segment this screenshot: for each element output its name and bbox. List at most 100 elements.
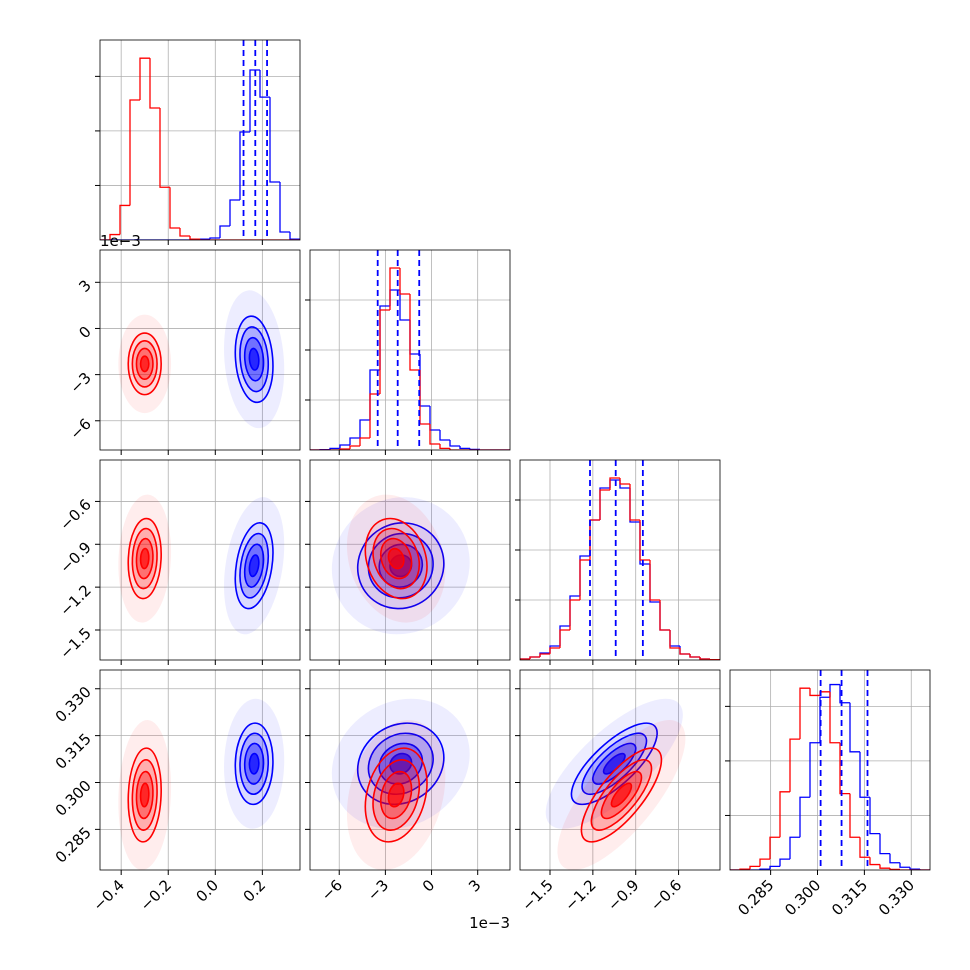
panel-frame (309, 249, 511, 451)
y-tick-label: −1.2 (56, 581, 94, 619)
histogram-bin (849, 702, 860, 753)
panel-frame (309, 459, 511, 661)
histogram-bin (109, 233, 120, 240)
x-tick-label: 0.315 (828, 876, 871, 919)
contour (389, 752, 413, 775)
y-tick-label: 0.285 (52, 823, 95, 866)
histogram-bin (629, 484, 640, 521)
histogram-bin (349, 437, 360, 445)
histogram-bin (149, 58, 160, 109)
histogram-bin (549, 647, 560, 654)
histogram-bin (279, 182, 290, 233)
histogram-bin (329, 447, 340, 450)
histogram-bin (839, 684, 850, 704)
histogram-bin (599, 487, 610, 520)
x-tick-label: −1.2 (561, 876, 599, 914)
y-tick-label: 0 (75, 323, 94, 342)
histogram-bin (159, 108, 170, 188)
histogram-bin (609, 477, 620, 490)
x-tick-label: 0.285 (734, 876, 777, 919)
histogram-bin (409, 294, 420, 371)
contour (248, 554, 260, 578)
histogram-bin (559, 625, 570, 646)
x-tick-label: −0.6 (647, 876, 685, 914)
histogram-bin (779, 858, 790, 867)
panel (310, 250, 510, 450)
contour (387, 782, 405, 808)
histogram-bin (209, 237, 220, 240)
offset-label: 1e−3 (469, 914, 510, 932)
histogram-bin (789, 738, 800, 792)
histogram-bin (199, 239, 210, 240)
histogram-bin (359, 437, 370, 446)
histogram-bin (589, 519, 600, 556)
histogram-bin (269, 97, 280, 183)
panel-frame (519, 669, 721, 871)
histogram-bin (899, 862, 910, 868)
x-tick-label: 3 (465, 876, 484, 895)
histogram-bin (379, 309, 390, 394)
histogram-bin (429, 424, 440, 445)
histogram-bin (579, 555, 590, 596)
y-tick-label: 0.315 (52, 730, 95, 773)
histogram-bin (469, 448, 480, 450)
x-tick-label: 0.0 (193, 876, 223, 906)
x-tick-label: −0.2 (137, 876, 175, 914)
contour (248, 347, 260, 371)
histogram-bin (849, 793, 860, 838)
histogram-bin (819, 696, 830, 743)
histogram-bin (889, 853, 900, 864)
y-tick-label: 3 (75, 276, 94, 295)
contour (387, 547, 405, 570)
x-tick-label: 0 (419, 876, 438, 895)
histogram-bin (829, 683, 840, 698)
histogram-bin (629, 488, 640, 523)
histogram-bin (619, 478, 630, 485)
histogram-bin (449, 440, 460, 447)
histogram-bin (259, 70, 270, 98)
y-tick-label: −1.5 (56, 624, 94, 662)
histogram-bin (879, 833, 890, 855)
histogram-bin (459, 446, 470, 450)
histogram-bin (659, 602, 670, 631)
panel (100, 670, 300, 870)
histogram-bin (139, 57, 150, 100)
contour (139, 547, 150, 570)
panel-frame (99, 249, 301, 451)
histogram-bin (769, 865, 780, 870)
panel (520, 460, 720, 660)
histogram-bin (119, 204, 130, 235)
histogram-bin (799, 687, 810, 740)
panel (100, 250, 300, 450)
y-tick-label: −0.6 (56, 496, 94, 534)
histogram-bin (699, 657, 710, 660)
histogram-bin (399, 290, 410, 321)
histogram-bin (669, 630, 680, 649)
histogram-bin (249, 69, 260, 132)
y-tick-label: −3 (66, 369, 94, 397)
y-tick-label: −6 (66, 415, 94, 443)
histogram-bin (439, 430, 450, 441)
histogram-bin (369, 393, 380, 438)
histogram-bin (859, 751, 870, 798)
histogram-bin (889, 868, 900, 870)
histogram-bin (869, 797, 880, 835)
x-tick-label: −0.4 (90, 876, 128, 914)
histogram-bin (809, 742, 820, 798)
histogram-bin (649, 564, 660, 603)
histogram-bin (559, 629, 570, 648)
histogram-bin (689, 654, 700, 658)
histogram-bin (569, 599, 580, 630)
histogram-bin (909, 867, 920, 870)
histogram-bin (789, 836, 800, 860)
histogram-bin (839, 742, 850, 795)
offset-label: 1e−3 (100, 232, 141, 250)
contour (139, 782, 150, 808)
histogram-bin (239, 131, 250, 200)
panel (310, 460, 510, 660)
histogram-bin (589, 519, 600, 560)
histogram-bin (709, 658, 720, 660)
histogram-bin (799, 796, 810, 838)
histogram-bin (639, 522, 650, 565)
